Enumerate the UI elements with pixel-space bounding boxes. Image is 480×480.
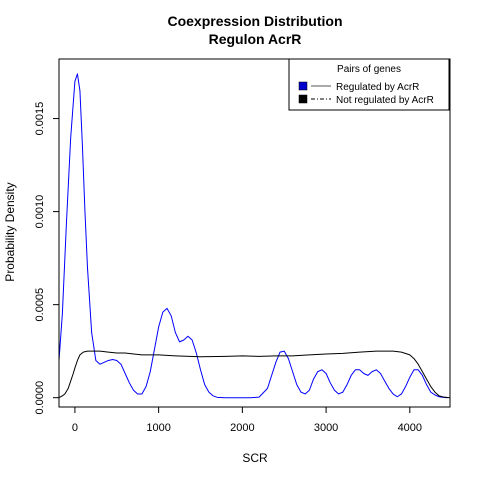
legend-label-not-regulated: Not regulated by AcrR <box>336 95 434 106</box>
x-tick-label-1000: 1000 <box>146 422 170 434</box>
legend: Pairs of genes Regulated by AcrR Not regul… <box>288 58 450 111</box>
y-axis-label: Probability Density <box>3 182 17 281</box>
x-tick-label-4000: 4000 <box>398 422 422 434</box>
y-tick-label-0.0015: 0.0015 <box>34 102 46 136</box>
x-tick-label-2000: 2000 <box>230 422 254 434</box>
plot-frame <box>58 58 451 408</box>
y-tick-label-0.0000: 0.0000 <box>34 381 46 415</box>
legend-swatch-regulated <box>298 81 308 91</box>
y-tick-label-0.0010: 0.0010 <box>34 195 46 229</box>
series-line-regulated <box>59 73 448 399</box>
x-tick-label-3000: 3000 <box>314 422 338 434</box>
axes-layer: 0 1000 2000 3000 4000 0.0000 0.0005 0.0010 0.001… <box>34 58 451 434</box>
legend-label-regulated: Regulated by AcrR <box>336 82 419 93</box>
series-layer <box>59 73 450 399</box>
chart-subtitle: Regulon AcrR <box>209 31 302 47</box>
legend-title: Pairs of genes <box>337 64 401 75</box>
x-axis-label: SCR <box>242 451 268 465</box>
y-tick-label-0.0005: 0.0005 <box>34 288 46 322</box>
legend-box <box>288 58 450 111</box>
x-tick-label-0: 0 <box>72 422 78 434</box>
legend-swatch-not-regulated <box>298 94 308 104</box>
series-line-not-regulated <box>59 350 450 399</box>
chart-title: Coexpression Distribution <box>167 13 342 29</box>
